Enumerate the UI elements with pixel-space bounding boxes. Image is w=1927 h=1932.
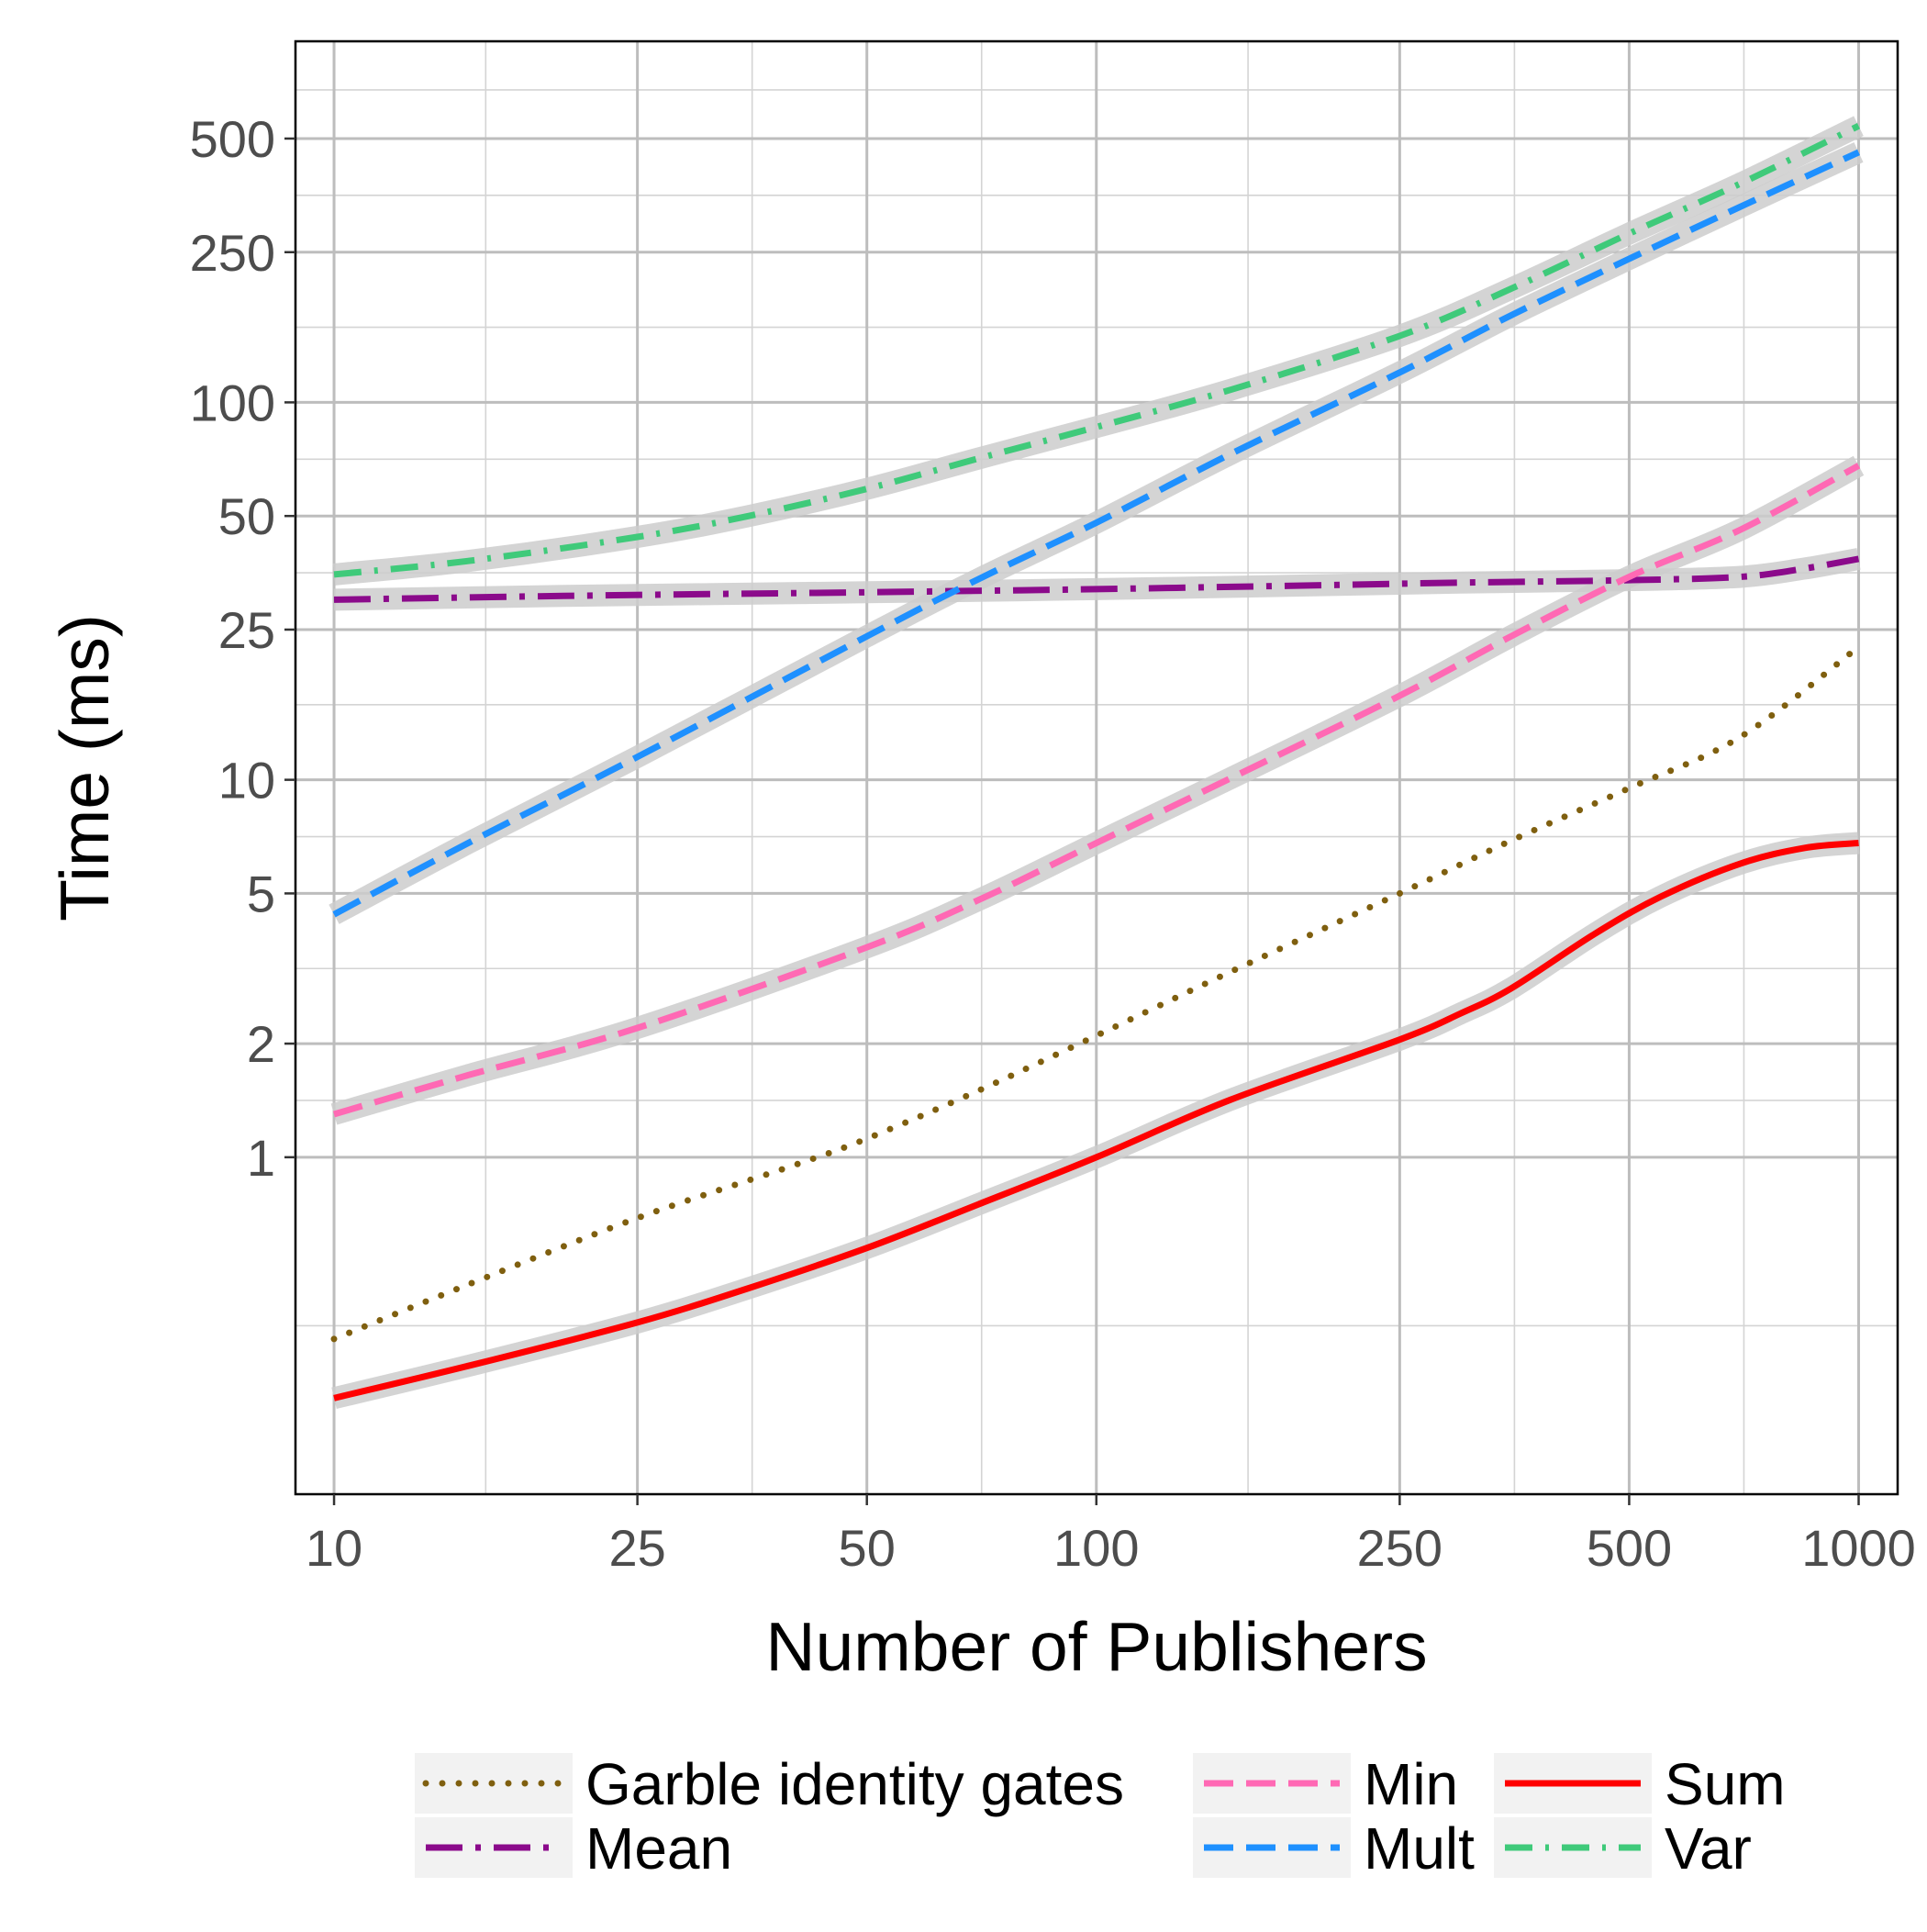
y-tick-label: 2 [247,1015,275,1073]
legend-label: Mult [1364,1815,1475,1882]
y-tick-label: 100 [190,374,275,431]
x-tick-label: 100 [1053,1519,1139,1577]
legend-label: Min [1364,1751,1458,1817]
legend-item-2: Min [1193,1751,1458,1817]
legend-label: Mean [585,1815,732,1882]
legend-label: Var [1665,1815,1752,1882]
y-axis-title: Time (ms) [46,614,123,921]
legend-item-0: Garble identity gates [415,1751,1124,1817]
grid [295,41,1898,1494]
y-tick-label: 250 [190,224,275,282]
x-axis-title: Number of Publishers [765,1608,1427,1685]
legend-item-1: Mean [415,1815,732,1882]
x-tick-label: 10 [306,1519,362,1577]
series-lines [330,123,1862,1402]
legend-label: Garble identity gates [585,1751,1124,1817]
series-line-5 [333,123,1861,578]
series-line-1 [333,555,1860,603]
series-line-2 [333,463,1861,1118]
x-tick-label: 50 [839,1519,896,1577]
y-tick-label: 1 [247,1129,275,1187]
y-tick-label: 500 [190,110,275,168]
series-line-3 [332,149,1860,918]
legend-label: Sum [1665,1751,1786,1817]
y-tick-label: 5 [247,865,275,922]
x-tick-label: 500 [1587,1519,1672,1577]
y-tick-label: 25 [218,601,275,659]
legend-item-5: Var [1494,1815,1752,1882]
y-tick-label: 10 [218,752,275,810]
series-line-4 [333,840,1859,1402]
legend-item-4: Sum [1494,1751,1786,1817]
x-tick-label: 250 [1357,1519,1442,1577]
legend-item-3: Mult [1193,1815,1475,1882]
x-tick-label: 1000 [1801,1519,1916,1577]
x-tick-label: 25 [608,1519,665,1577]
y-tick-label: 50 [218,487,275,545]
